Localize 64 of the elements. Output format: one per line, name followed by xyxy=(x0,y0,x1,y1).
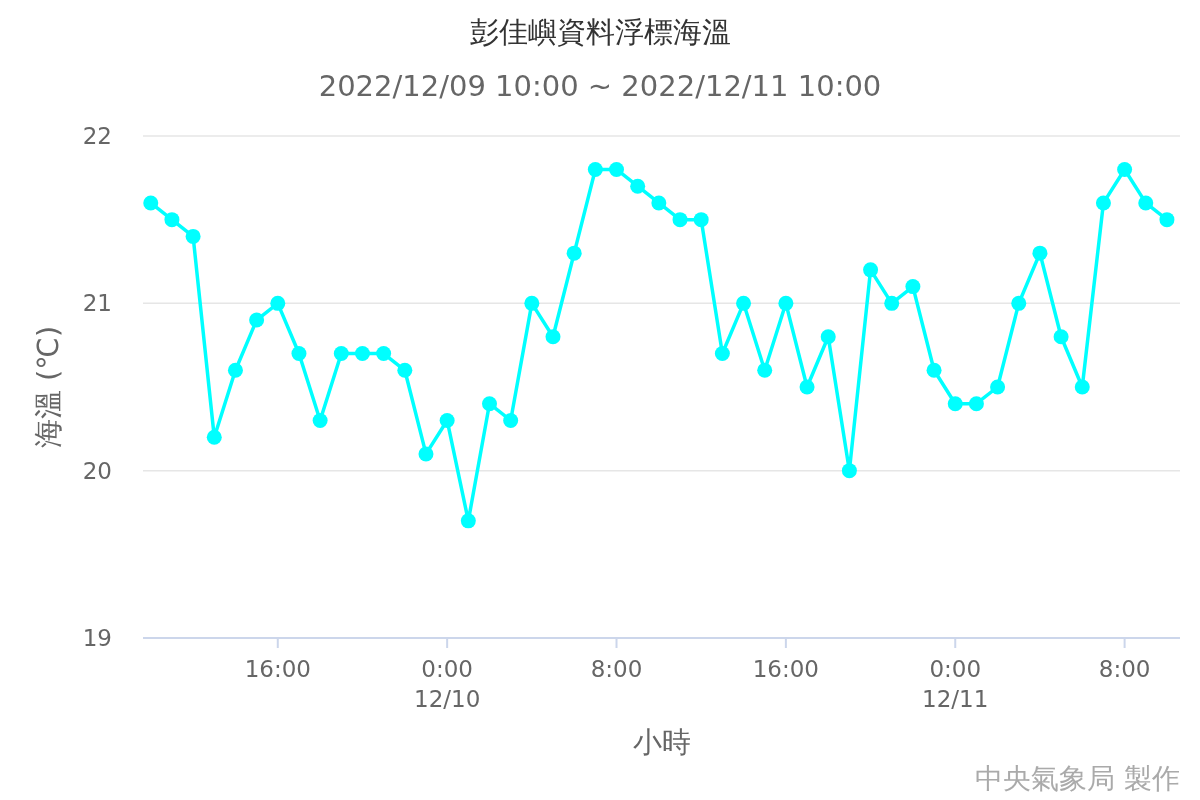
point xyxy=(693,212,709,228)
point xyxy=(270,295,286,311)
y-tick-label: 22 xyxy=(82,123,112,149)
point xyxy=(799,379,815,395)
point xyxy=(333,346,349,362)
point xyxy=(503,412,519,428)
point xyxy=(418,446,434,462)
point xyxy=(376,346,392,362)
point xyxy=(905,279,921,295)
x-tick-label: 0:00 12/10 xyxy=(414,656,481,712)
point xyxy=(524,295,540,311)
point xyxy=(587,161,603,177)
point xyxy=(1095,195,1111,211)
point xyxy=(1159,212,1175,228)
point xyxy=(757,362,773,378)
x-tick-label: 16:00 xyxy=(244,656,311,682)
x-tick-label: 0:00 12/11 xyxy=(922,656,989,712)
point xyxy=(439,412,455,428)
point xyxy=(990,379,1006,395)
point xyxy=(841,463,857,479)
point xyxy=(312,412,328,428)
point xyxy=(164,212,180,228)
point xyxy=(249,312,265,328)
point xyxy=(1117,161,1133,177)
point xyxy=(291,346,307,362)
point xyxy=(354,346,370,362)
chart-subtitle: 2022/12/09 10:00 ~ 2022/12/11 10:00 xyxy=(318,69,882,103)
x-tick-label: 8:00 xyxy=(590,656,643,682)
point xyxy=(1011,295,1027,311)
point xyxy=(884,295,900,311)
x-tick-label: 16:00 xyxy=(752,656,820,682)
point xyxy=(778,295,794,311)
point xyxy=(630,178,646,194)
point xyxy=(566,245,582,261)
y-tick-label: 21 xyxy=(82,290,112,317)
point xyxy=(397,362,413,378)
text: 中央氣象局 製作 xyxy=(975,762,1180,795)
y-tick-label: 20 xyxy=(82,457,112,484)
point xyxy=(227,362,243,378)
point xyxy=(736,295,752,311)
point xyxy=(185,228,201,244)
point xyxy=(926,362,942,378)
point xyxy=(1138,195,1154,211)
point xyxy=(1074,379,1090,395)
point xyxy=(1053,329,1069,345)
point xyxy=(714,346,730,362)
y-tick-label: 19 xyxy=(82,625,112,651)
point xyxy=(968,396,984,412)
point xyxy=(820,329,836,345)
point xyxy=(672,212,688,228)
point xyxy=(460,513,476,529)
point xyxy=(609,161,625,177)
point xyxy=(1032,245,1048,261)
point xyxy=(947,396,963,412)
y-axis-title: 海溫 (℃) xyxy=(31,325,65,449)
chart-title: 彭佳嶼資料浮標海溫 xyxy=(469,15,731,49)
point xyxy=(651,195,667,211)
point xyxy=(545,329,561,345)
point xyxy=(206,429,222,445)
point xyxy=(481,396,497,412)
point xyxy=(143,195,159,211)
x-tick-label: 8:00 xyxy=(1098,656,1151,682)
point xyxy=(863,262,879,278)
x-axis-title: 小時 xyxy=(632,725,691,759)
